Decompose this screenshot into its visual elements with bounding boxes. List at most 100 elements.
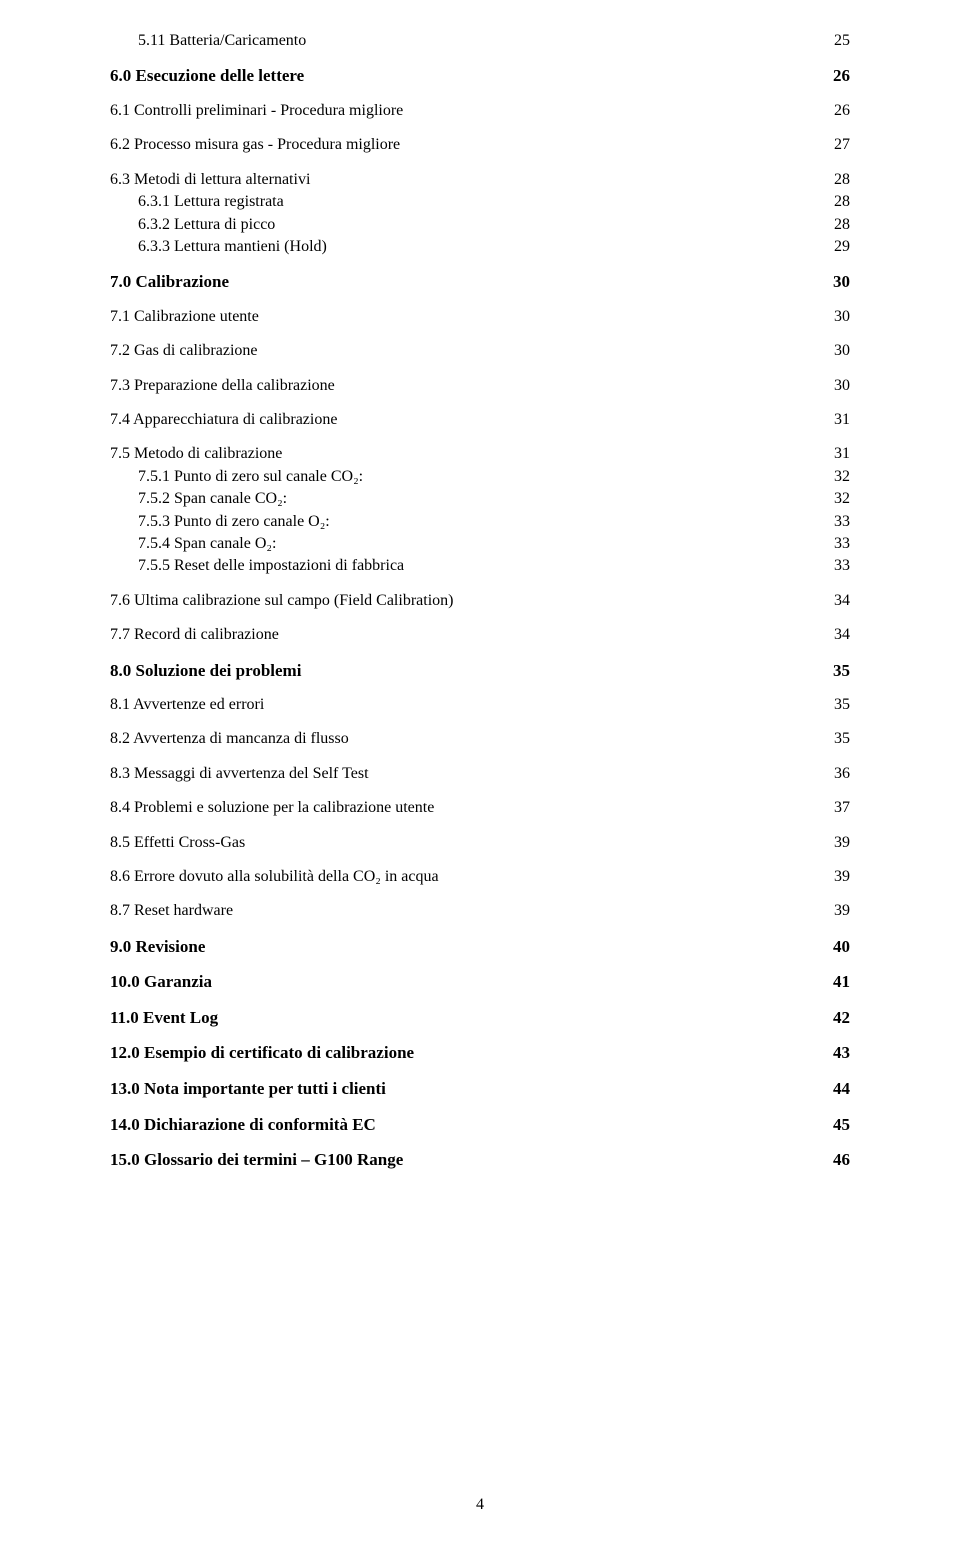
toc-entry: 6.3.2 Lettura di picco28 — [138, 216, 850, 234]
spacer — [110, 610, 850, 626]
toc-entry: 8.0 Soluzione dei problemi35 — [110, 661, 850, 681]
toc-entry: 7.1 Calibrazione utente30 — [110, 308, 850, 326]
spacer — [110, 714, 850, 730]
spacer — [110, 783, 850, 799]
toc-entry: 8.5 Effetti Cross-Gas39 — [110, 834, 850, 852]
toc-page: 32 — [810, 490, 850, 508]
toc-entry: 8.1 Avvertenze ed errori35 — [110, 696, 850, 714]
spacer — [110, 1170, 850, 1186]
toc-page: 33 — [810, 513, 850, 531]
spacer — [110, 256, 850, 272]
toc-label: 6.3.3 Lettura mantieni (Hold) — [138, 238, 810, 256]
toc-entry: 7.5.3 Punto di zero canale O₂:33 — [138, 513, 850, 531]
toc-label: 11.0 Event Log — [110, 1008, 810, 1028]
toc-page: 26 — [810, 102, 850, 120]
toc-page: 34 — [810, 592, 850, 610]
toc-entry: 10.0 Garanzia41 — [110, 972, 850, 992]
toc-entry: 6.3 Metodi di lettura alternativi28 — [110, 171, 850, 189]
spacer — [110, 645, 850, 661]
toc-label: 7.5.4 Span canale O₂: — [138, 535, 810, 553]
toc-page: 42 — [810, 1008, 850, 1028]
toc-entry: 6.3.1 Lettura registrata28 — [138, 193, 850, 211]
spacer — [110, 921, 850, 937]
toc-entry: 14.0 Dichiarazione di conformità EC45 — [110, 1115, 850, 1135]
toc-entry: 7.5.5 Reset delle impostazioni di fabbri… — [138, 557, 850, 575]
toc-entry: 12.0 Esempio di certificato di calibrazi… — [110, 1043, 850, 1063]
toc-entry: 7.4 Apparecchiatura di calibrazione31 — [110, 411, 850, 429]
spacer — [110, 680, 850, 696]
spacer — [110, 395, 850, 411]
spacer — [110, 1027, 850, 1043]
spacer — [110, 50, 850, 66]
toc-label: 7.4 Apparecchiatura di calibrazione — [110, 411, 810, 429]
toc-page: 33 — [810, 535, 850, 553]
toc-entry: 9.0 Revisione40 — [110, 937, 850, 957]
toc-entry: 7.7 Record di calibrazione34 — [110, 626, 850, 644]
spacer — [110, 576, 850, 592]
toc-label: 10.0 Garanzia — [110, 972, 810, 992]
toc-label: 6.1 Controlli preliminari - Procedura mi… — [110, 102, 810, 120]
toc-label: 8.2 Avvertenza di mancanza di flusso — [110, 730, 810, 748]
toc-label: 7.5.3 Punto di zero canale O₂: — [138, 513, 810, 531]
toc-entry: 8.6 Errore dovuto alla solubilità della … — [110, 868, 850, 886]
table-of-contents: 5.11 Batteria/Caricamento25 6.0 Esecuzion… — [110, 32, 850, 1186]
toc-label: 7.1 Calibrazione utente — [110, 308, 810, 326]
spacer — [110, 956, 850, 972]
toc-page: 30 — [810, 272, 850, 292]
toc-label: 8.3 Messaggi di avvertenza del Self Test — [110, 765, 810, 783]
toc-label: 8.5 Effetti Cross-Gas — [110, 834, 810, 852]
toc-label: 7.3 Preparazione della calibrazione — [110, 377, 810, 395]
spacer — [110, 155, 850, 171]
toc-page: 27 — [810, 136, 850, 154]
toc-label: 8.1 Avvertenze ed errori — [110, 696, 810, 714]
spacer — [110, 818, 850, 834]
toc-label: 7.5.5 Reset delle impostazioni di fabbri… — [138, 557, 810, 575]
toc-page: 39 — [810, 834, 850, 852]
toc-page: 43 — [810, 1043, 850, 1063]
toc-label: 6.3 Metodi di lettura alternativi — [110, 171, 810, 189]
toc-page: 35 — [810, 730, 850, 748]
toc-entry: 6.0 Esecuzione delle lettere26 — [110, 66, 850, 86]
toc-label: 6.3.2 Lettura di picco — [138, 216, 810, 234]
spacer — [110, 429, 850, 445]
toc-entry: 5.11 Batteria/Caricamento25 — [138, 32, 850, 50]
toc-label: 7.5.2 Span canale CO₂: — [138, 490, 810, 508]
toc-entry: 7.5.2 Span canale CO₂:32 — [138, 490, 850, 508]
toc-label: 12.0 Esempio di certificato di calibrazi… — [110, 1043, 810, 1063]
toc-label: 7.6 Ultima calibrazione sul campo (Field… — [110, 592, 810, 610]
toc-entry: 8.3 Messaggi di avvertenza del Self Test… — [110, 765, 850, 783]
toc-entry: 6.1 Controlli preliminari - Procedura mi… — [110, 102, 850, 120]
toc-entry: 15.0 Glossario dei termini – G100 Range4… — [110, 1150, 850, 1170]
toc-page: 32 — [810, 468, 850, 486]
toc-label: 7.2 Gas di calibrazione — [110, 342, 810, 360]
toc-page: 34 — [810, 626, 850, 644]
toc-page: 39 — [810, 868, 850, 886]
toc-label: 13.0 Nota importante per tutti i clienti — [110, 1079, 810, 1099]
spacer — [110, 992, 850, 1008]
spacer — [110, 1099, 850, 1115]
toc-page: 30 — [810, 342, 850, 360]
toc-label: 6.3.1 Lettura registrata — [138, 193, 810, 211]
toc-entry: 7.5.4 Span canale O₂:33 — [138, 535, 850, 553]
toc-page: 46 — [810, 1150, 850, 1170]
toc-label: 6.0 Esecuzione delle lettere — [110, 66, 810, 86]
toc-page: 30 — [810, 308, 850, 326]
toc-entry: 8.2 Avvertenza di mancanza di flusso35 — [110, 730, 850, 748]
toc-entry: 7.5 Metodo di calibrazione31 — [110, 445, 850, 463]
toc-page: 35 — [810, 661, 850, 681]
spacer — [110, 749, 850, 765]
spacer — [110, 120, 850, 136]
toc-entry: 11.0 Event Log42 — [110, 1008, 850, 1028]
toc-page: 39 — [810, 902, 850, 920]
toc-page: 40 — [810, 937, 850, 957]
toc-page: 45 — [810, 1115, 850, 1135]
toc-label: 7.5.1 Punto di zero sul canale CO₂: — [138, 468, 810, 486]
toc-label: 14.0 Dichiarazione di conformità EC — [110, 1115, 810, 1135]
spacer — [110, 1063, 850, 1079]
toc-label: 5.11 Batteria/Caricamento — [138, 32, 810, 50]
toc-page: 44 — [810, 1079, 850, 1099]
toc-page: 28 — [810, 193, 850, 211]
toc-label: 6.2 Processo misura gas - Procedura migl… — [110, 136, 810, 154]
toc-label: 8.0 Soluzione dei problemi — [110, 661, 810, 681]
toc-page: 37 — [810, 799, 850, 817]
